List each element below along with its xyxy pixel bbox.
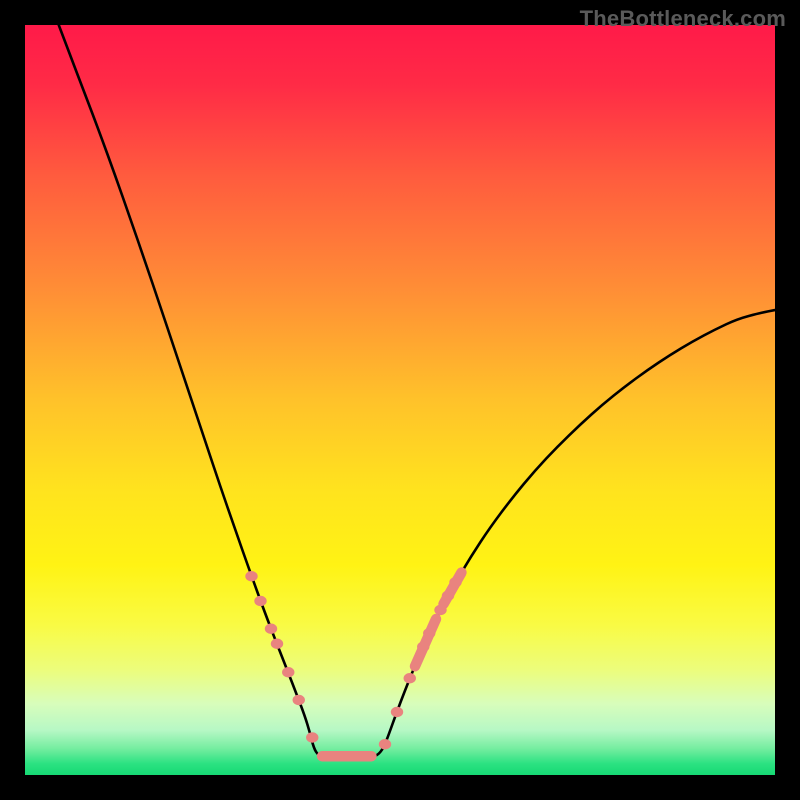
marker-dot bbox=[306, 732, 318, 742]
marker-dot bbox=[404, 673, 416, 683]
marker-dot bbox=[282, 667, 294, 677]
gradient-background bbox=[25, 25, 775, 775]
marker-dot bbox=[434, 605, 446, 615]
plot-area bbox=[25, 25, 775, 775]
marker-dot bbox=[245, 571, 257, 581]
bottleneck-curve-chart bbox=[0, 0, 800, 800]
marker-dot bbox=[265, 624, 277, 634]
watermark-text: TheBottleneck.com bbox=[580, 6, 786, 32]
marker-dot bbox=[417, 642, 429, 652]
marker-dot bbox=[379, 739, 391, 749]
marker-dot bbox=[271, 639, 283, 649]
marker-dot bbox=[442, 591, 454, 601]
marker-dot bbox=[423, 628, 435, 638]
marker-dot bbox=[254, 596, 266, 606]
marker-dot bbox=[449, 577, 461, 587]
marker-dot bbox=[391, 707, 403, 717]
marker-dot bbox=[293, 695, 305, 705]
